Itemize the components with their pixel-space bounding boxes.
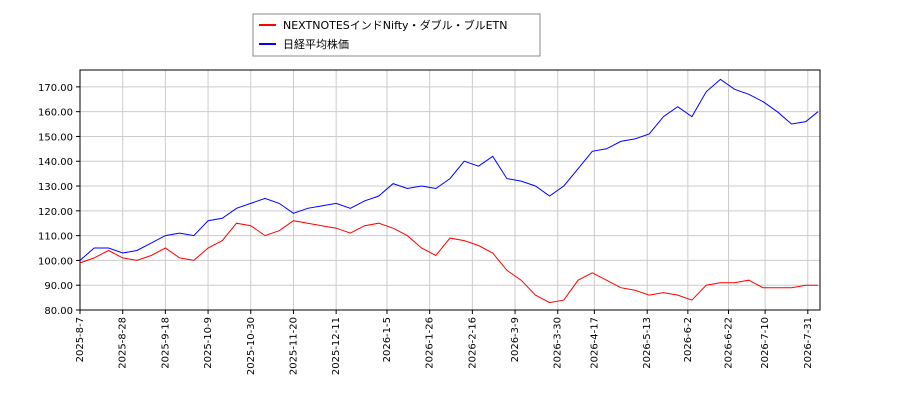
x-tick-label: 2026-2-16 xyxy=(467,317,478,369)
x-tick-label: 2026-6-22 xyxy=(724,317,735,369)
x-tick-label: 2025-12-11 xyxy=(331,317,342,375)
x-tick-label: 2025-8-7 xyxy=(75,317,86,362)
x-tick-label: 2025-10-9 xyxy=(203,317,214,369)
y-tick-label: 170.00 xyxy=(38,83,73,94)
legend-box xyxy=(252,13,541,57)
x-tick-label: 2026-4-17 xyxy=(589,317,600,369)
x-tick-label: 2026-6-2 xyxy=(683,317,694,362)
x-tick-label: 2026-3-9 xyxy=(510,317,521,362)
data-line xyxy=(79,220,818,304)
plot-frame xyxy=(79,69,821,311)
x-tick-label: 2025-10-30 xyxy=(246,317,257,375)
data-line xyxy=(79,78,819,261)
y-tick-label: 110.00 xyxy=(38,232,73,243)
y-tick-label: 80.00 xyxy=(44,306,73,317)
x-tick-label: 2026-1-26 xyxy=(425,317,436,369)
y-tick-label: 120.00 xyxy=(38,207,73,218)
legend-label: 日経平均株価 xyxy=(283,37,349,51)
x-tick-label: 2026-7-31 xyxy=(803,317,814,369)
x-tick-label: 2026-3-30 xyxy=(553,317,564,369)
x-tick-label: 2026-1-5 xyxy=(382,317,393,362)
x-tick-label: 2025-11-20 xyxy=(288,317,299,375)
y-tick-label: 150.00 xyxy=(38,132,73,143)
legend-label: NEXTNOTESインドNifty・ダブル・ブルETN xyxy=(283,18,507,32)
y-tick-label: 90.00 xyxy=(44,281,73,292)
y-tick-label: 100.00 xyxy=(38,256,73,267)
x-tick-label: 2026-5-13 xyxy=(642,317,653,369)
y-tick-label: 160.00 xyxy=(38,108,73,119)
x-tick-label: 2025-8-28 xyxy=(118,317,129,369)
y-tick-label: 140.00 xyxy=(38,157,73,168)
x-tick-label: 2026-7-10 xyxy=(760,317,771,369)
y-tick-label: 130.00 xyxy=(38,182,73,193)
x-tick-label: 2025-9-18 xyxy=(160,317,171,369)
